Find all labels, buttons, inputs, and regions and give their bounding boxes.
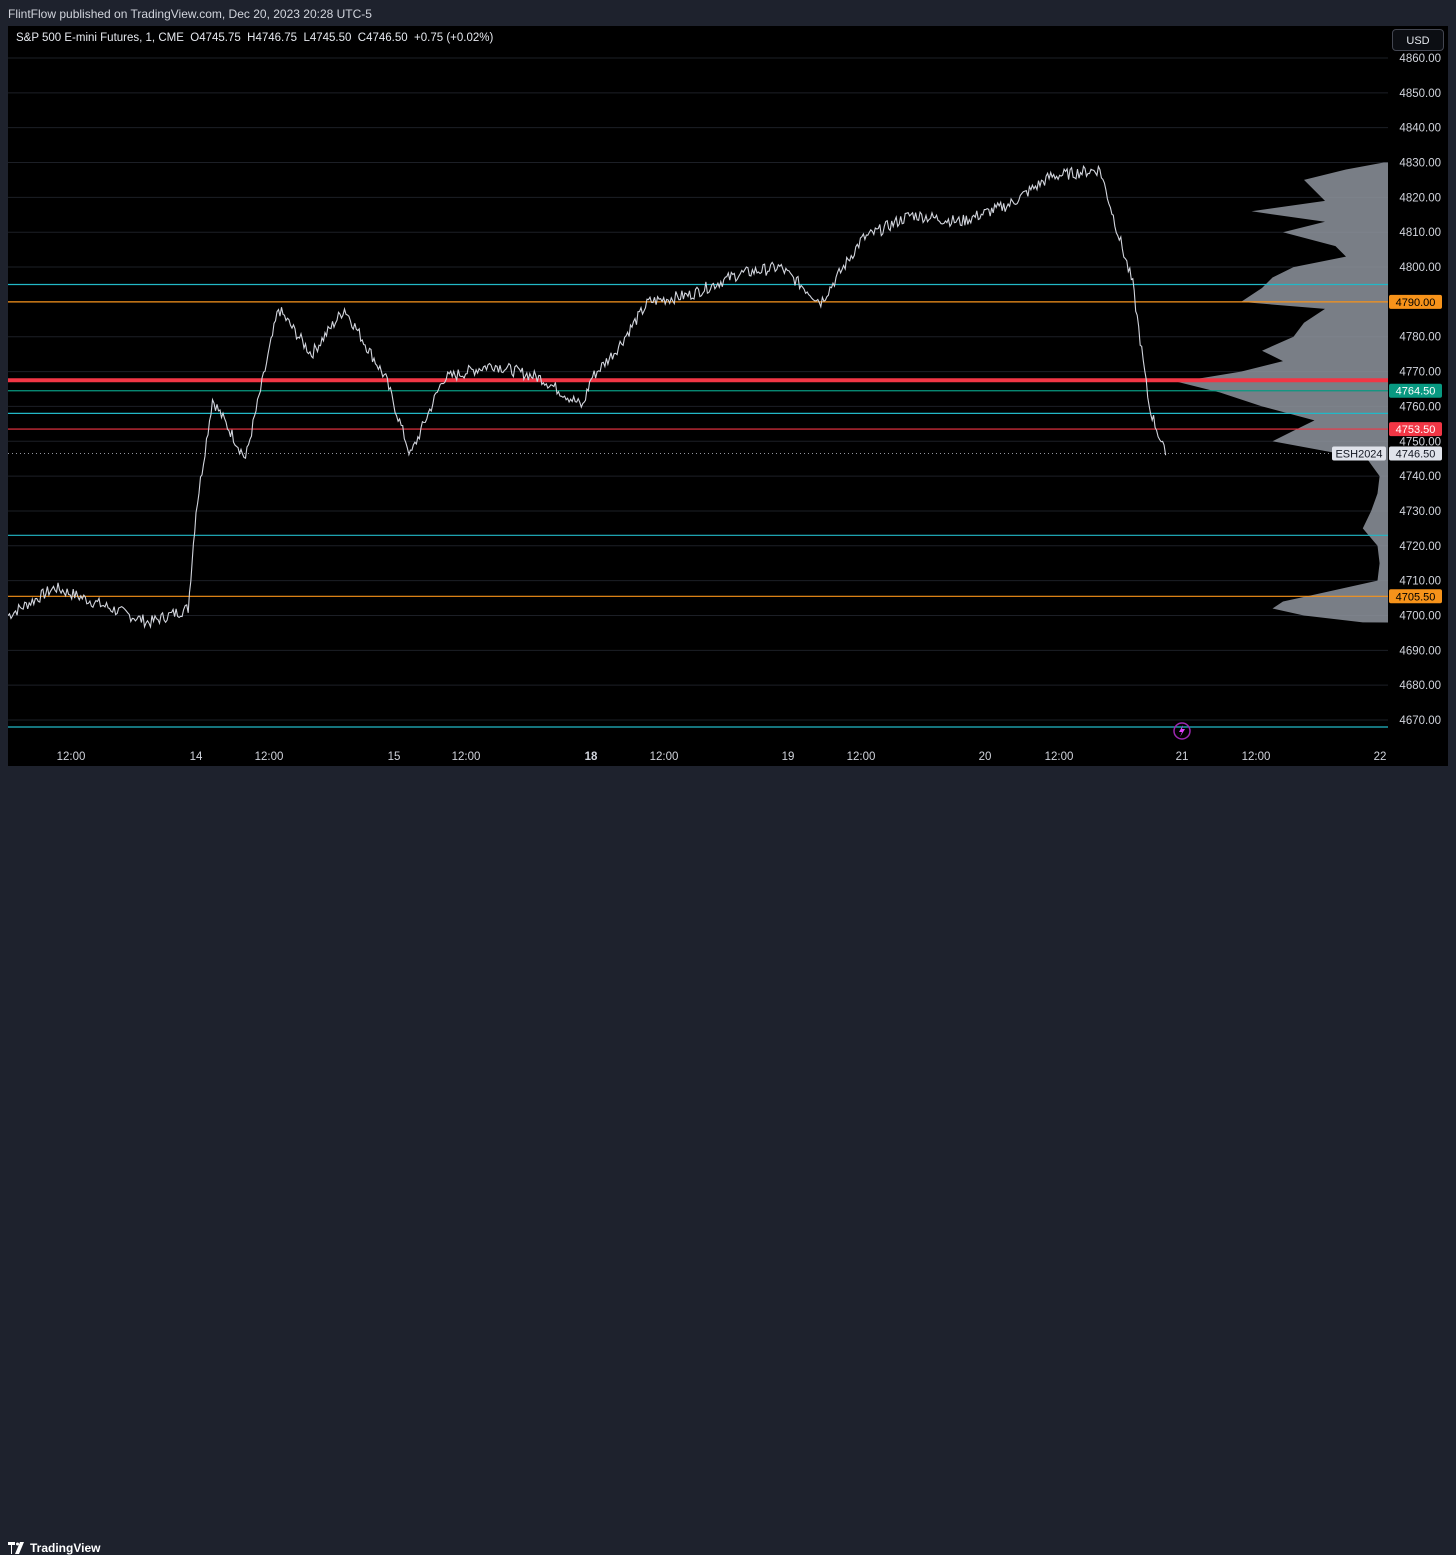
lightning-bolt-icon [1179, 725, 1185, 737]
level-price-tag [1389, 294, 1442, 309]
chart-area[interactable]: 4670.00 4680.00 4690.00 4700.00 4710.00 4720.… [8, 26, 1448, 766]
y-tick-label: 4760.00 [1399, 401, 1441, 413]
y-tick-label: 4770.00 [1399, 367, 1441, 379]
x-tick-label: 19 [782, 751, 795, 763]
level-price-tag [1389, 422, 1442, 437]
y-tick-label: 4820.00 [1399, 192, 1441, 204]
y-tick-label: 4680.00 [1399, 680, 1441, 692]
tradingview-logo[interactable]: TradingView [8, 1541, 100, 1555]
last-price-tag [1389, 446, 1442, 461]
x-tick-label: 12:00 [847, 751, 876, 763]
y-tick-label: 4720.00 [1399, 541, 1441, 553]
lightning-event-icon [1173, 722, 1191, 740]
y-tick-label: 4700.00 [1399, 610, 1441, 622]
logo-text: TradingView [30, 1541, 101, 1555]
footer: TradingView [0, 766, 1456, 1555]
x-tick-label: 12:00 [1045, 751, 1074, 763]
x-tick-label: 18 [585, 751, 598, 763]
publish-header: FlintFlow published on TradingView.com, … [0, 0, 1456, 26]
y-tick-label: 4710.00 [1399, 576, 1441, 588]
x-tick-label: 12:00 [255, 751, 284, 763]
x-tick-label: 21 [1176, 751, 1189, 763]
x-tick-label: 14 [190, 751, 203, 763]
y-tick-label: 4670.00 [1399, 715, 1441, 727]
tradingview-logo-icon [8, 1542, 24, 1554]
published-text: FlintFlow published on TradingView.com, … [8, 7, 372, 21]
x-tick-label: 12:00 [452, 751, 481, 763]
y-tick-label: 4810.00 [1399, 227, 1441, 239]
x-tick-label: 22 [1374, 751, 1387, 763]
level-price-label: 4753.50 [1396, 424, 1436, 436]
x-tick-label: 12:00 [57, 751, 86, 763]
last-price-label: 4746.50 [1396, 448, 1436, 460]
x-tick-label: 12:00 [1242, 751, 1271, 763]
level-price-label: 4764.50 [1396, 386, 1436, 398]
price-line [8, 164, 1167, 630]
y-tick-label: 4730.00 [1399, 506, 1441, 518]
y-tick-label: 4750.00 [1399, 436, 1441, 448]
x-tick-label: 15 [388, 751, 401, 763]
symbol-legend: S&P 500 E-mini Futures, 1, CME O4745.75 … [16, 32, 494, 44]
y-tick-label: 4850.00 [1399, 88, 1441, 100]
x-tick-label: 20 [979, 751, 992, 763]
y-tick-label: 4860.00 [1399, 53, 1441, 65]
symbol-tag-label: ESH2024 [1335, 448, 1382, 460]
y-tick-label: 4830.00 [1399, 158, 1441, 170]
volume-profile [1178, 162, 1388, 623]
y-tick-label: 4740.00 [1399, 471, 1441, 483]
price-chart[interactable]: 4670.00 4680.00 4690.00 4700.00 4710.00 4720.… [8, 26, 1448, 766]
y-tick-label: 4800.00 [1399, 262, 1441, 274]
x-tick-label: 12:00 [650, 751, 679, 763]
level-price-tag [1389, 383, 1442, 398]
y-tick-label: 4690.00 [1399, 645, 1441, 657]
symbol-tag [1332, 446, 1386, 461]
y-tick-label: 4780.00 [1399, 332, 1441, 344]
level-price-label: 4790.00 [1396, 297, 1436, 309]
level-price-label: 4705.50 [1396, 591, 1436, 603]
y-tick-label: 4840.00 [1399, 123, 1441, 135]
currency-button[interactable]: USD [1392, 29, 1444, 51]
level-price-tag [1389, 589, 1442, 604]
